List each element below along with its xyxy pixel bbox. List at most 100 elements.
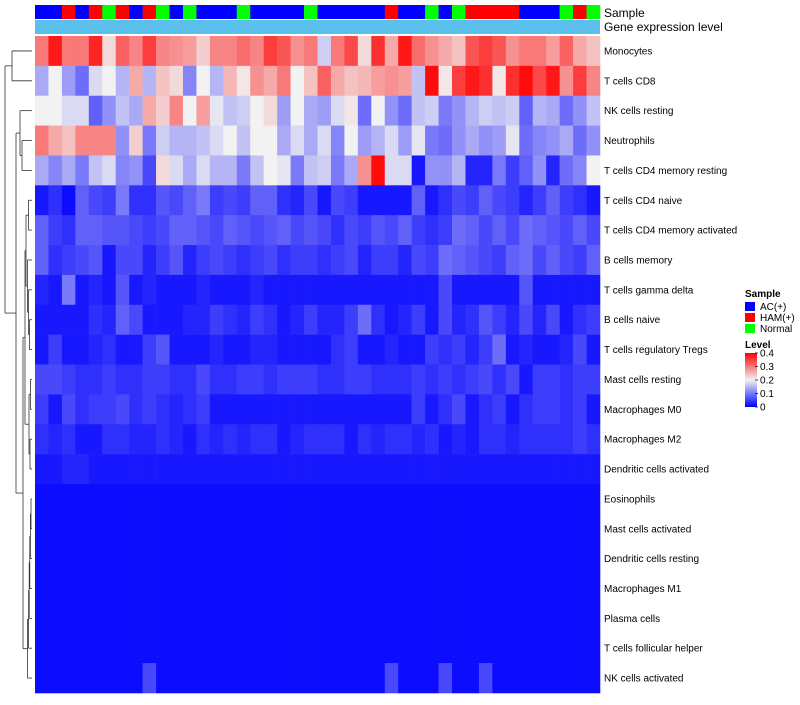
heatmap-cell (250, 36, 264, 67)
heatmap-cell (304, 245, 318, 276)
heatmap-cell (236, 364, 251, 395)
heatmap-cell (223, 185, 238, 216)
heatmap-cell (330, 185, 345, 216)
heatmap-cell (209, 125, 224, 156)
heatmap-cell (263, 125, 278, 156)
heatmap-cell (129, 633, 143, 664)
heatmap-cell (586, 245, 601, 276)
heatmap-cell (102, 543, 117, 574)
heatmap-cell (88, 633, 103, 664)
row-label: NK cells activated (604, 674, 683, 685)
heatmap-cell (519, 364, 534, 395)
heatmap-cell (182, 543, 197, 574)
heatmap-cell (115, 394, 130, 425)
sample-annotation-cell (330, 5, 345, 19)
heatmap-cell (48, 274, 63, 306)
heatmap-cell (411, 424, 426, 455)
sample-annotation-cell (478, 5, 493, 19)
heatmap-cell (586, 603, 601, 634)
heatmap-cell (115, 65, 130, 97)
heatmap-cell (546, 95, 560, 126)
heatmap-cell (371, 185, 386, 216)
heatmap-cell (411, 663, 426, 694)
heatmap-cell (142, 364, 157, 395)
heatmap-cell (277, 304, 291, 335)
heatmap-cell (169, 304, 184, 335)
heatmap-cell (115, 304, 130, 335)
heatmap-cell (75, 513, 90, 544)
heatmap-cell (546, 36, 560, 67)
heatmap-cell (223, 454, 238, 485)
heatmap-cell (317, 454, 332, 485)
heatmap-cell (532, 394, 547, 425)
heatmap-cells (35, 36, 601, 694)
heatmap-cell (384, 633, 399, 664)
heatmap-cell (317, 603, 332, 634)
heatmap-cell (61, 633, 76, 664)
heatmap-cell (61, 215, 76, 246)
heatmap-cell (48, 304, 63, 335)
heatmap-cell (263, 215, 278, 246)
sample-annotation-cell (452, 5, 466, 19)
heatmap-cell (156, 454, 170, 485)
heatmap-cell (115, 185, 130, 216)
heatmap-cell (384, 185, 399, 216)
heatmap-cell (196, 543, 211, 574)
heatmap-cell (411, 95, 426, 126)
heatmap-cell (263, 36, 278, 67)
heatmap-cell (169, 155, 184, 186)
heatmap-cell (156, 274, 170, 306)
heatmap-cell (519, 394, 534, 425)
heatmap-cell (519, 454, 534, 485)
heatmap-cell (438, 334, 453, 365)
legend-level-ticks: 0.4 0.3 0.2 0.1 0 (755, 349, 774, 414)
heatmap-cell (532, 663, 547, 694)
heatmap-cell (182, 274, 197, 306)
heatmap-cell (88, 364, 103, 395)
heatmap-cell (559, 454, 574, 485)
heatmap-cell (425, 483, 439, 515)
heatmap-cell (317, 543, 332, 574)
row-label: T cells CD4 memory activated (604, 226, 737, 237)
heatmap-cell (88, 95, 103, 126)
row-label: B cells memory (604, 255, 672, 266)
heatmap-cell (169, 543, 184, 574)
heatmap-cell (290, 364, 305, 395)
gene-expression-annotation-bar (35, 20, 600, 34)
heatmap-cell (411, 543, 426, 574)
sample-annotation-cell (209, 5, 224, 19)
heatmap-cell (384, 36, 399, 67)
heatmap-cell (573, 513, 587, 544)
heatmap-cell (452, 65, 466, 97)
heatmap-cell (519, 65, 534, 97)
heatmap-cell (142, 483, 157, 515)
heatmap-cell (465, 215, 480, 246)
heatmap-cell (61, 334, 76, 365)
heatmap-cell (115, 95, 130, 126)
heatmap-cell (156, 364, 170, 395)
heatmap-cell (492, 543, 507, 574)
heatmap-cell (425, 185, 439, 216)
heatmap-cell (505, 394, 520, 425)
heatmap-cell (398, 483, 412, 515)
heatmap-cell (559, 185, 574, 216)
heatmap-cell (586, 125, 601, 156)
heatmap-cell (182, 334, 197, 365)
row-label: Monocytes (604, 46, 652, 57)
heatmap-cell (75, 155, 90, 186)
heatmap-cell (586, 424, 601, 455)
heatmap-cell (344, 513, 359, 544)
heatmap-cell (384, 364, 399, 395)
heatmap-cell (317, 334, 332, 365)
heatmap-cell (546, 483, 560, 515)
heatmap-cell (290, 185, 305, 216)
heatmap-cell (398, 424, 412, 455)
heatmap-cell (492, 513, 507, 544)
heatmap-cell (492, 274, 507, 306)
heatmap-cell (277, 663, 291, 694)
heatmap-cell (559, 95, 574, 126)
heatmap-cell (35, 334, 49, 365)
heatmap-cell (344, 215, 359, 246)
heatmap-cell (169, 185, 184, 216)
heatmap-cell (75, 394, 90, 425)
